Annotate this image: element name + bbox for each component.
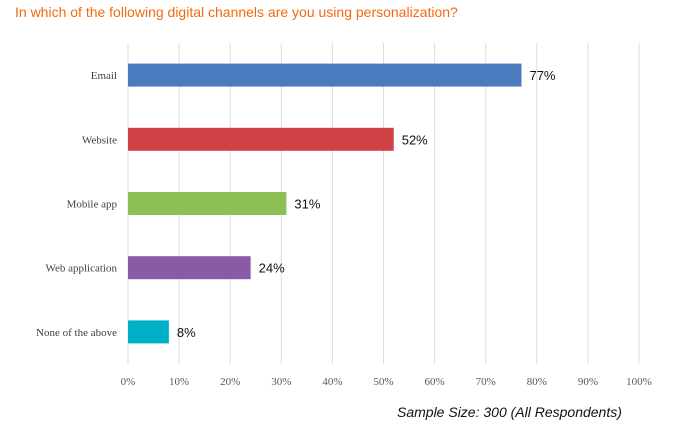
x-tick-label: 50% — [373, 376, 393, 388]
x-tick-label: 60% — [425, 376, 445, 388]
data-label: 24% — [259, 261, 285, 276]
x-tick-label: 70% — [476, 376, 496, 388]
x-tick-label: 20% — [220, 376, 240, 388]
sample-size-note: Sample Size: 300 (All Respondents) — [397, 404, 622, 420]
x-tick-label: 90% — [578, 376, 598, 388]
data-label: 31% — [294, 197, 320, 212]
data-label: 77% — [529, 68, 555, 83]
bar — [128, 320, 169, 344]
x-tick-label: 80% — [527, 376, 547, 388]
bar — [128, 192, 287, 215]
chart-title: In which of the following digital channe… — [15, 4, 458, 20]
category-label: None of the above — [36, 327, 117, 339]
x-tick-label: 0% — [121, 376, 136, 388]
bar — [128, 63, 522, 87]
x-tick-label: 30% — [271, 376, 291, 388]
data-label: 52% — [402, 132, 428, 147]
category-label: Mobile app — [67, 199, 118, 211]
data-label: 8% — [177, 325, 196, 340]
category-label: Website — [82, 134, 117, 146]
x-tick-label: 10% — [169, 376, 189, 388]
category-label: Email — [91, 70, 117, 82]
bar — [128, 256, 251, 280]
bar — [128, 127, 394, 151]
x-tick-label: 40% — [322, 376, 342, 388]
category-label: Web application — [45, 263, 117, 275]
x-tick-label: 100% — [626, 376, 652, 388]
